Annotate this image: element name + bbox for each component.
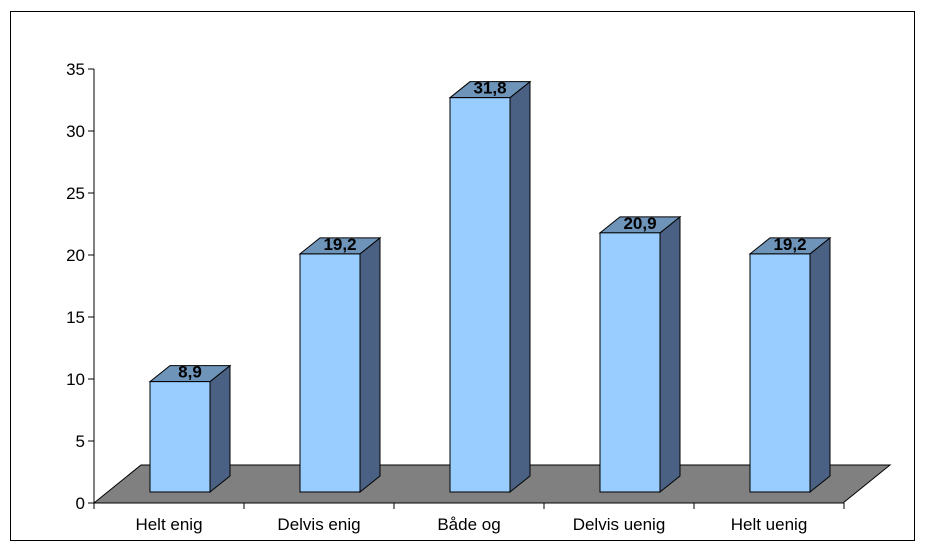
bar-side	[359, 236, 381, 494]
bar-side	[209, 364, 231, 494]
y-tick-label: 35	[66, 60, 85, 79]
y-tick-label: 25	[66, 184, 85, 203]
bar-front	[299, 253, 361, 493]
x-tick-label: Både og	[437, 515, 500, 534]
bar	[298, 236, 382, 494]
data-label: 8,9	[178, 363, 202, 382]
data-label: 20,9	[623, 214, 656, 233]
bar-side	[659, 215, 681, 494]
x-tick-label: Delvis enig	[277, 515, 360, 534]
x-tick-label: Helt enig	[135, 515, 202, 534]
bar	[598, 215, 682, 494]
y-tick-label: 5	[76, 432, 85, 451]
data-label: 19,2	[773, 235, 806, 254]
x-tick-label: Helt uenig	[731, 515, 808, 534]
y-tick-label: 15	[66, 308, 85, 327]
bar-front	[599, 232, 661, 493]
bar	[448, 80, 532, 494]
data-label: 31,8	[473, 79, 506, 98]
y-tick-label: 30	[66, 122, 85, 141]
bar	[148, 364, 232, 494]
bar-front	[149, 381, 211, 493]
y-tick-label: 20	[66, 246, 85, 265]
y-tick-label: 10	[66, 370, 85, 389]
bar-front	[749, 253, 811, 493]
data-label: 19,2	[323, 235, 356, 254]
bar	[748, 236, 832, 494]
bar-side	[509, 80, 531, 494]
y-tick-label: 0	[76, 494, 85, 513]
bar-front	[449, 97, 511, 493]
bar-side	[809, 236, 831, 494]
x-tick-label: Delvis uenig	[573, 515, 666, 534]
